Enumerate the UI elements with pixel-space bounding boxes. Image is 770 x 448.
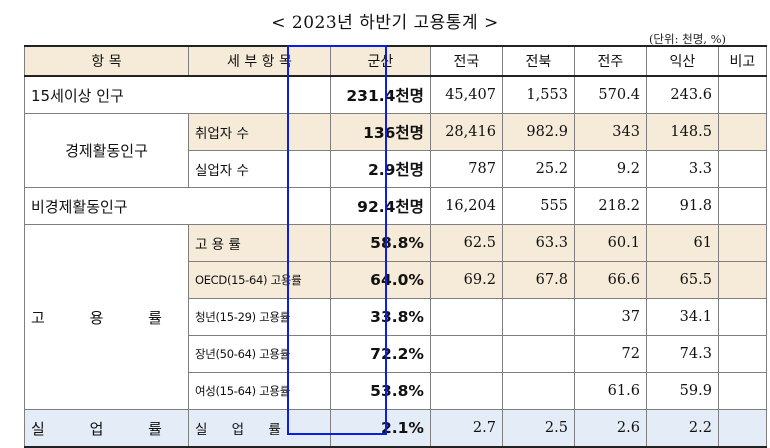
cell-jeonbuk <box>501 335 575 373</box>
cell-iksan: 148.5 <box>645 113 719 151</box>
cell-remarks <box>717 150 767 188</box>
cell-jeonju: 218.2 <box>573 187 647 225</box>
row-sublabel: 청년(15-29) 고용률 <box>187 298 331 336</box>
cell-jeonju: 66.6 <box>573 261 647 299</box>
page-title: < 2023년 하반기 고용통계 > <box>271 13 499 33</box>
cell-iksan: 65.5 <box>645 261 719 299</box>
cell-remarks <box>717 261 767 299</box>
row-sublabel: 실업자 수 <box>187 150 331 188</box>
row-sublabel: 실 업 률 <box>187 409 331 448</box>
cell-gunsan: 231.4천명 <box>329 75 431 114</box>
table-row: 실업자 수 2.9천명 787 25.2 9.2 3.3 <box>25 150 767 188</box>
cell-national <box>429 298 503 336</box>
cell-gunsan: 53.8% <box>329 372 431 410</box>
cell-remarks <box>717 409 767 448</box>
cell-jeonbuk: 67.8 <box>501 261 575 299</box>
header-row: 항 목 세 부 항 목 군산 전국 전북 전주 익산 비고 <box>24 45 767 77</box>
cell-remarks <box>717 187 767 225</box>
cell-national <box>429 372 503 410</box>
cell-remarks <box>717 113 767 151</box>
cell-jeonbuk: 1,553 <box>501 75 575 114</box>
table-row: 여성(15-64) 고용률 53.8% 61.6 59.9 <box>25 372 767 410</box>
row-label: 15세이상 인구 <box>24 75 331 114</box>
cell-jeonju: 343 <box>573 113 647 151</box>
cell-remarks <box>717 372 767 410</box>
header-jeonbuk: 전북 <box>501 45 575 77</box>
row-sublabel: 여성(15-64) 고용률 <box>187 372 331 410</box>
header-item: 항 목 <box>24 45 189 77</box>
cell-iksan: 34.1 <box>645 298 719 336</box>
table-row: OECD(15-64) 고용률 64.0% 69.2 67.8 66.6 65.… <box>25 261 767 299</box>
cell-remarks <box>717 224 767 262</box>
cell-gunsan: 72.2% <box>329 335 431 373</box>
header-subitem: 세 부 항 목 <box>187 45 331 77</box>
cell-iksan: 243.6 <box>645 75 719 114</box>
row-group-label: 고 용 률 <box>24 224 189 410</box>
table-row: 실 업 률 실 업 률 2.1% 2.7 2.5 2.6 2.2 <box>24 409 767 448</box>
cell-gunsan: 33.8% <box>329 298 431 336</box>
employment-stats-table: 항 목 세 부 항 목 군산 전국 전북 전주 익산 비고 15세이상 인구 2… <box>24 45 767 448</box>
row-sublabel: 고 용 률 <box>187 224 331 262</box>
cell-gunsan: 2.9천명 <box>329 150 431 188</box>
cell-national: 69.2 <box>429 261 503 299</box>
cell-jeonbuk: 63.3 <box>501 224 575 262</box>
cell-iksan: 61 <box>645 224 719 262</box>
cell-remarks <box>717 335 767 373</box>
cell-iksan: 3.3 <box>645 150 719 188</box>
unit-note: (단위: 천명, %) <box>648 32 726 46</box>
table-row: 비경제활동인구 92.4천명 16,204 555 218.2 91.8 <box>24 187 767 225</box>
cell-jeonju: 570.4 <box>573 75 647 114</box>
cell-national: 16,204 <box>429 187 503 225</box>
cell-jeonbuk: 982.9 <box>501 113 575 151</box>
header-jeonju: 전주 <box>573 45 647 77</box>
cell-national: 62.5 <box>429 224 503 262</box>
row-group-label: 실 업 률 <box>24 409 189 448</box>
cell-gunsan: 2.1% <box>329 409 431 448</box>
cell-gunsan: 64.0% <box>329 261 431 299</box>
cell-gunsan: 92.4천명 <box>329 187 431 225</box>
table-row: 청년(15-29) 고용률 33.8% 37 34.1 <box>25 298 767 336</box>
table-row: 경제활동인구 취업자 수 136천명 28,416 982.9 343 148.… <box>24 113 767 188</box>
cell-jeonju: 72 <box>573 335 647 373</box>
row-sublabel: 장년(50-64) 고용률 <box>187 335 331 373</box>
cell-iksan: 91.8 <box>645 187 719 225</box>
header-remarks: 비고 <box>717 45 767 77</box>
cell-remarks <box>717 75 767 114</box>
header-gunsan: 군산 <box>329 45 431 77</box>
cell-remarks <box>717 298 767 336</box>
cell-iksan: 2.2 <box>645 409 719 448</box>
cell-national <box>429 335 503 373</box>
table-row: 고 용 률 고 용 률 58.8% 62.5 63.3 60.1 61 <box>24 224 767 410</box>
cell-jeonbuk <box>501 298 575 336</box>
cell-national: 45,407 <box>429 75 503 114</box>
header-national: 전국 <box>429 45 503 77</box>
cell-iksan: 74.3 <box>645 335 719 373</box>
cell-national: 787 <box>429 150 503 188</box>
cell-jeonbuk: 25.2 <box>501 150 575 188</box>
row-group-label: 경제활동인구 <box>24 113 189 188</box>
cell-gunsan: 58.8% <box>329 224 431 262</box>
cell-iksan: 59.9 <box>645 372 719 410</box>
cell-jeonbuk <box>501 372 575 410</box>
row-sublabel: 취업자 수 <box>187 113 331 151</box>
cell-jeonbuk: 2.5 <box>501 409 575 448</box>
cell-jeonju: 9.2 <box>573 150 647 188</box>
cell-jeonju: 60.1 <box>573 224 647 262</box>
cell-national: 28,416 <box>429 113 503 151</box>
row-label: 비경제활동인구 <box>24 187 331 225</box>
cell-jeonju: 37 <box>573 298 647 336</box>
cell-gunsan: 136천명 <box>329 113 431 151</box>
row-sublabel: OECD(15-64) 고용률 <box>187 261 331 299</box>
cell-jeonju: 2.6 <box>573 409 647 448</box>
cell-jeonju: 61.6 <box>573 372 647 410</box>
table-row: 15세이상 인구 231.4천명 45,407 1,553 570.4 243.… <box>24 75 767 114</box>
table-row: 장년(50-64) 고용률 72.2% 72 74.3 <box>25 335 767 373</box>
header-iksan: 익산 <box>645 45 719 77</box>
cell-national: 2.7 <box>429 409 503 448</box>
cell-jeonbuk: 555 <box>501 187 575 225</box>
